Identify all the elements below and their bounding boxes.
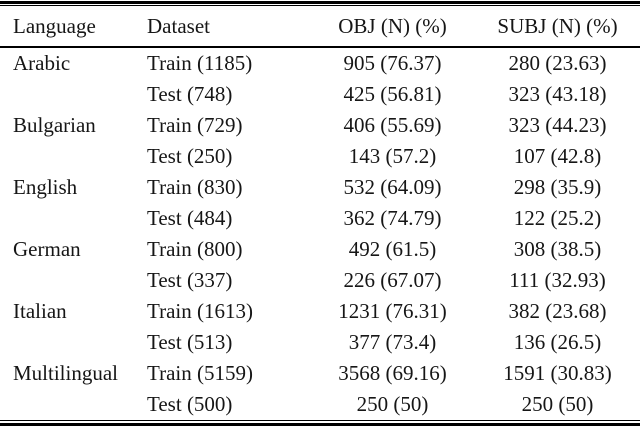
table-row: Test (250) 143 (57.2) 107 (42.8) xyxy=(0,141,640,172)
subj-cell: 298 (35.9) xyxy=(513,175,602,199)
dataset-cell: Test (748) xyxy=(147,82,233,106)
table-bottom-rule xyxy=(0,420,640,426)
obj-cell: 3568 (69.16) xyxy=(338,361,447,385)
language-cell: Bulgarian xyxy=(13,113,96,137)
bottom-rule-thick-line xyxy=(0,423,640,426)
table-row: Test (337) 226 (67.07) 111 (32.93) xyxy=(0,265,640,296)
dataset-cell: Test (337) xyxy=(147,268,233,292)
table-row: German Train (800) 492 (61.5) 308 (38.5) xyxy=(0,234,640,265)
obj-cell: 1231 (76.31) xyxy=(338,299,447,323)
subj-cell: 280 (23.63) xyxy=(508,51,607,75)
obj-cell: 532 (64.09) xyxy=(343,175,442,199)
table-row: Arabic Train (1185) 905 (76.37) 280 (23.… xyxy=(0,47,640,79)
language-cell xyxy=(0,265,140,296)
subj-cell: 122 (25.2) xyxy=(513,206,602,230)
table-row: Multilingual Train (5159) 3568 (69.16) 1… xyxy=(0,358,640,389)
obj-cell: 250 (50) xyxy=(356,392,429,416)
dataset-cell: Test (513) xyxy=(147,330,233,354)
subj-cell: 1591 (30.83) xyxy=(503,361,612,385)
obj-cell: 143 (57.2) xyxy=(348,144,437,168)
obj-cell: 905 (76.37) xyxy=(343,51,442,75)
table-row: Test (500) 250 (50) 250 (50) xyxy=(0,389,640,420)
subj-cell: 382 (23.68) xyxy=(508,299,607,323)
dataset-cell: Train (830) xyxy=(147,175,243,199)
subj-cell: 323 (44.23) xyxy=(508,113,607,137)
dataset-cell: Train (1613) xyxy=(147,299,253,323)
dataset-cell: Train (1185) xyxy=(147,51,253,75)
subj-cell: 250 (50) xyxy=(521,392,594,416)
table-header: Language Dataset OBJ (N) (%) SUBJ (N) (%… xyxy=(0,6,640,48)
language-cell xyxy=(0,327,140,358)
language-cell xyxy=(0,141,140,172)
table-row: English Train (830) 532 (64.09) 298 (35.… xyxy=(0,172,640,203)
column-header-subj: SUBJ (N) (%) xyxy=(475,6,640,48)
language-cell xyxy=(0,79,140,110)
bottom-rule-thin-line xyxy=(0,420,640,421)
language-cell: English xyxy=(13,175,78,199)
obj-cell: 377 (73.4) xyxy=(348,330,437,354)
table-row: Bulgarian Train (729) 406 (55.69) 323 (4… xyxy=(0,110,640,141)
table-row: Test (484) 362 (74.79) 122 (25.2) xyxy=(0,203,640,234)
dataset-cell: Train (5159) xyxy=(147,361,253,385)
language-cell: Multilingual xyxy=(13,361,118,385)
top-rule-gap xyxy=(0,4,640,5)
dataset-cell: Train (729) xyxy=(147,113,243,137)
language-cell xyxy=(0,389,140,420)
header-row: Language Dataset OBJ (N) (%) SUBJ (N) (%… xyxy=(0,6,640,48)
column-header-dataset: Dataset xyxy=(140,6,310,48)
subj-cell: 111 (32.93) xyxy=(509,268,606,292)
table-row: Italian Train (1613) 1231 (76.31) 382 (2… xyxy=(0,296,640,327)
bottom-rule-gap xyxy=(0,421,640,423)
top-rule-thin-line xyxy=(0,5,640,6)
language-cell: German xyxy=(13,237,81,261)
top-rule-thick-line xyxy=(0,1,640,4)
table-row: Test (748) 425 (56.81) 323 (43.18) xyxy=(0,79,640,110)
column-header-language: Language xyxy=(0,6,140,48)
dataset-cell: Test (500) xyxy=(147,392,233,416)
dataset-cell: Test (484) xyxy=(147,206,233,230)
dataset-cell: Train (800) xyxy=(147,237,243,261)
language-cell xyxy=(0,203,140,234)
subj-cell: 136 (26.5) xyxy=(513,330,602,354)
obj-cell: 492 (61.5) xyxy=(348,237,437,261)
subj-cell: 107 (42.8) xyxy=(513,144,602,168)
obj-cell: 406 (55.69) xyxy=(343,113,442,137)
dataset-statistics-table: Language Dataset OBJ (N) (%) SUBJ (N) (%… xyxy=(0,6,640,420)
dataset-cell: Test (250) xyxy=(147,144,233,168)
obj-cell: 226 (67.07) xyxy=(343,268,442,292)
table-body: Arabic Train (1185) 905 (76.37) 280 (23.… xyxy=(0,47,640,420)
obj-cell: 362 (74.79) xyxy=(343,206,442,230)
language-cell: Arabic xyxy=(13,51,71,75)
table-row: Test (513) 377 (73.4) 136 (26.5) xyxy=(0,327,640,358)
table-top-rule xyxy=(0,1,640,6)
obj-cell: 425 (56.81) xyxy=(343,82,442,106)
subj-cell: 308 (38.5) xyxy=(513,237,602,261)
language-cell: Italian xyxy=(13,299,67,323)
column-header-obj: OBJ (N) (%) xyxy=(310,6,475,48)
subj-cell: 323 (43.18) xyxy=(508,82,607,106)
